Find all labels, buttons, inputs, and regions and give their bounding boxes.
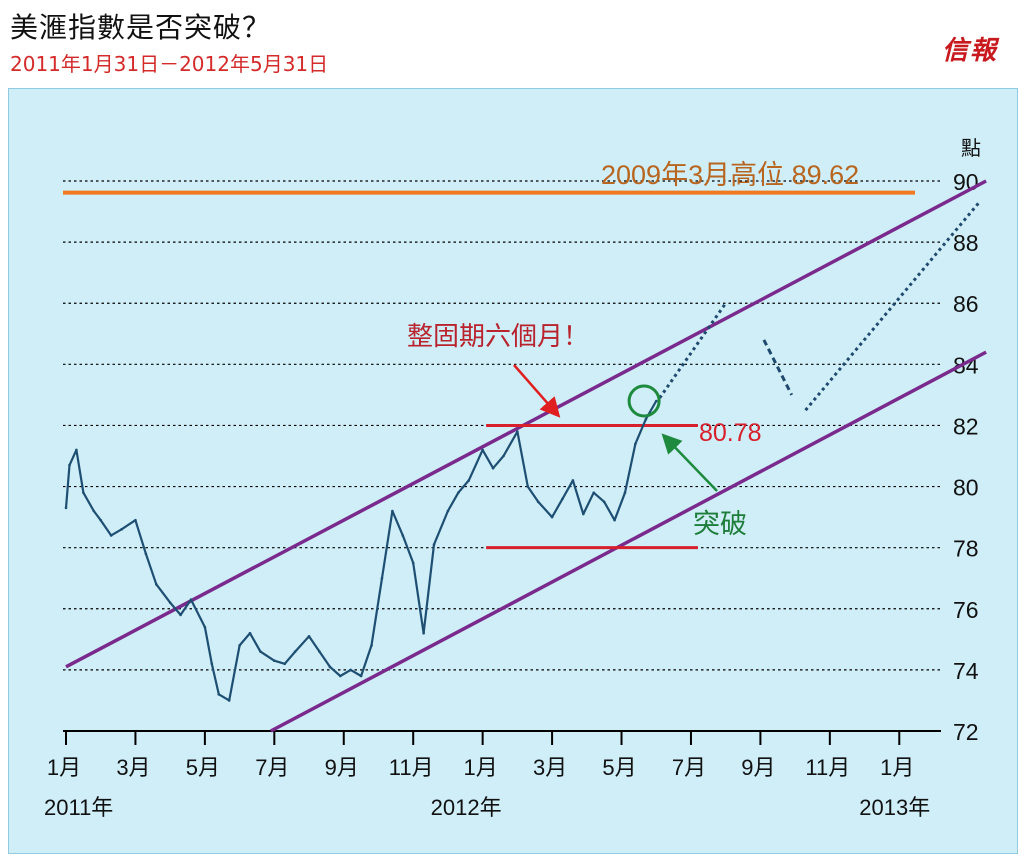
series-point	[217, 693, 221, 696]
annotation-consolidation: 整固期六個月！	[407, 321, 589, 351]
series-point	[634, 442, 637, 446]
series-point	[526, 485, 530, 488]
page-title: 美滙指數是否突破？	[10, 11, 272, 44]
x-tick-label: 11月	[805, 755, 850, 780]
y-unit-label: 點	[961, 137, 981, 160]
series-point	[644, 418, 648, 421]
series-point	[189, 598, 193, 601]
publisher-logo: 信報	[941, 36, 998, 66]
x-tick-label: 1月	[880, 755, 914, 780]
chart-panel: 72 74 76 78 80 82 84 86 88 90 點 1月 3月 5月 7月 9月 11月 1月 3月 5月…	[8, 88, 1018, 854]
x-tick-label: 1月	[47, 755, 81, 780]
projection-segment	[658, 302, 727, 399]
x-tick-label: 3月	[116, 755, 150, 780]
annotation-level: 80.78	[699, 419, 762, 447]
series-point	[293, 650, 297, 653]
series-point	[99, 518, 103, 522]
y-tick-label: 72	[953, 719, 979, 745]
series-point	[68, 463, 71, 467]
series-point	[154, 583, 158, 586]
series-point	[259, 650, 262, 653]
series-point	[168, 601, 172, 604]
series-point	[120, 528, 123, 531]
date-range-subtitle: 2011年1月31日－2012年5月31日	[10, 52, 329, 76]
breakout-circle-marker	[627, 384, 661, 418]
y-tick-label: 76	[953, 597, 979, 623]
series-point	[238, 644, 241, 647]
x-tick-label: 5月	[602, 755, 636, 780]
series-point	[134, 518, 137, 522]
consolidation-arrow	[513, 364, 561, 418]
series-point	[328, 665, 332, 669]
year-label: 2012年	[431, 795, 502, 820]
series-point	[144, 552, 148, 556]
x-tick-label: 5月	[186, 755, 220, 780]
series-point	[203, 625, 207, 629]
y-tick-label: 80	[953, 475, 979, 501]
series-point	[82, 491, 85, 494]
series-point	[210, 662, 214, 666]
series-point	[550, 515, 554, 519]
series-point	[307, 634, 311, 638]
series-point	[64, 506, 68, 510]
series-point	[109, 534, 113, 537]
x-tick-label: 1月	[464, 755, 498, 780]
series-point	[561, 497, 564, 501]
series-point	[571, 479, 575, 482]
projection-segment	[762, 339, 793, 396]
series-point	[502, 454, 505, 458]
series-point	[654, 399, 658, 403]
series-point	[613, 518, 616, 522]
y-tick-label: 86	[953, 291, 979, 317]
series-point	[602, 500, 606, 504]
y-tick-label: 82	[953, 413, 979, 439]
series-point	[248, 631, 252, 635]
series-point	[391, 509, 394, 513]
annotation-2009-high: 2009年3月高位 89.62	[601, 160, 859, 190]
x-tick-label: 7月	[255, 755, 289, 780]
x-tick-label: 7月	[672, 755, 706, 780]
series-point	[92, 509, 96, 513]
annotation-breakout: 突破	[693, 509, 747, 539]
series-point	[227, 699, 231, 702]
breakout-arrow	[661, 433, 718, 492]
series-point	[380, 576, 384, 580]
series-point	[467, 479, 471, 482]
series-point	[457, 491, 460, 494]
series-point	[338, 674, 342, 678]
series-point	[422, 631, 425, 635]
series-point	[401, 534, 405, 537]
x-tick-label: 9月	[325, 755, 359, 780]
y-tick-label: 74	[953, 658, 979, 684]
series-point	[592, 491, 596, 494]
series-point	[536, 500, 540, 504]
channel-upper-line	[65, 179, 987, 669]
series-point	[283, 662, 287, 666]
series-point	[179, 613, 182, 617]
year-label: 2011年	[44, 795, 113, 820]
dollar-index-series-line	[64, 400, 658, 702]
channel-lower-line	[270, 350, 987, 733]
series-point	[516, 430, 519, 433]
series-point	[446, 509, 450, 513]
series-point	[432, 543, 436, 546]
y-tick-label: 88	[953, 230, 979, 256]
x-tick-label: 3月	[533, 755, 567, 780]
series-point	[75, 448, 78, 452]
series-point	[582, 512, 585, 516]
year-label: 2013年	[859, 795, 930, 820]
series-point	[318, 650, 321, 653]
y-tick-label: 78	[953, 536, 979, 562]
series-point	[273, 659, 276, 663]
series-point	[411, 561, 415, 565]
series-point	[481, 448, 484, 452]
x-tick-label: 9月	[741, 755, 775, 780]
series-point	[359, 674, 363, 678]
series-point	[623, 491, 627, 494]
series-point	[370, 644, 373, 647]
series-point	[349, 668, 353, 672]
x-tick-label: 11月	[389, 755, 434, 780]
series-point	[491, 466, 495, 470]
